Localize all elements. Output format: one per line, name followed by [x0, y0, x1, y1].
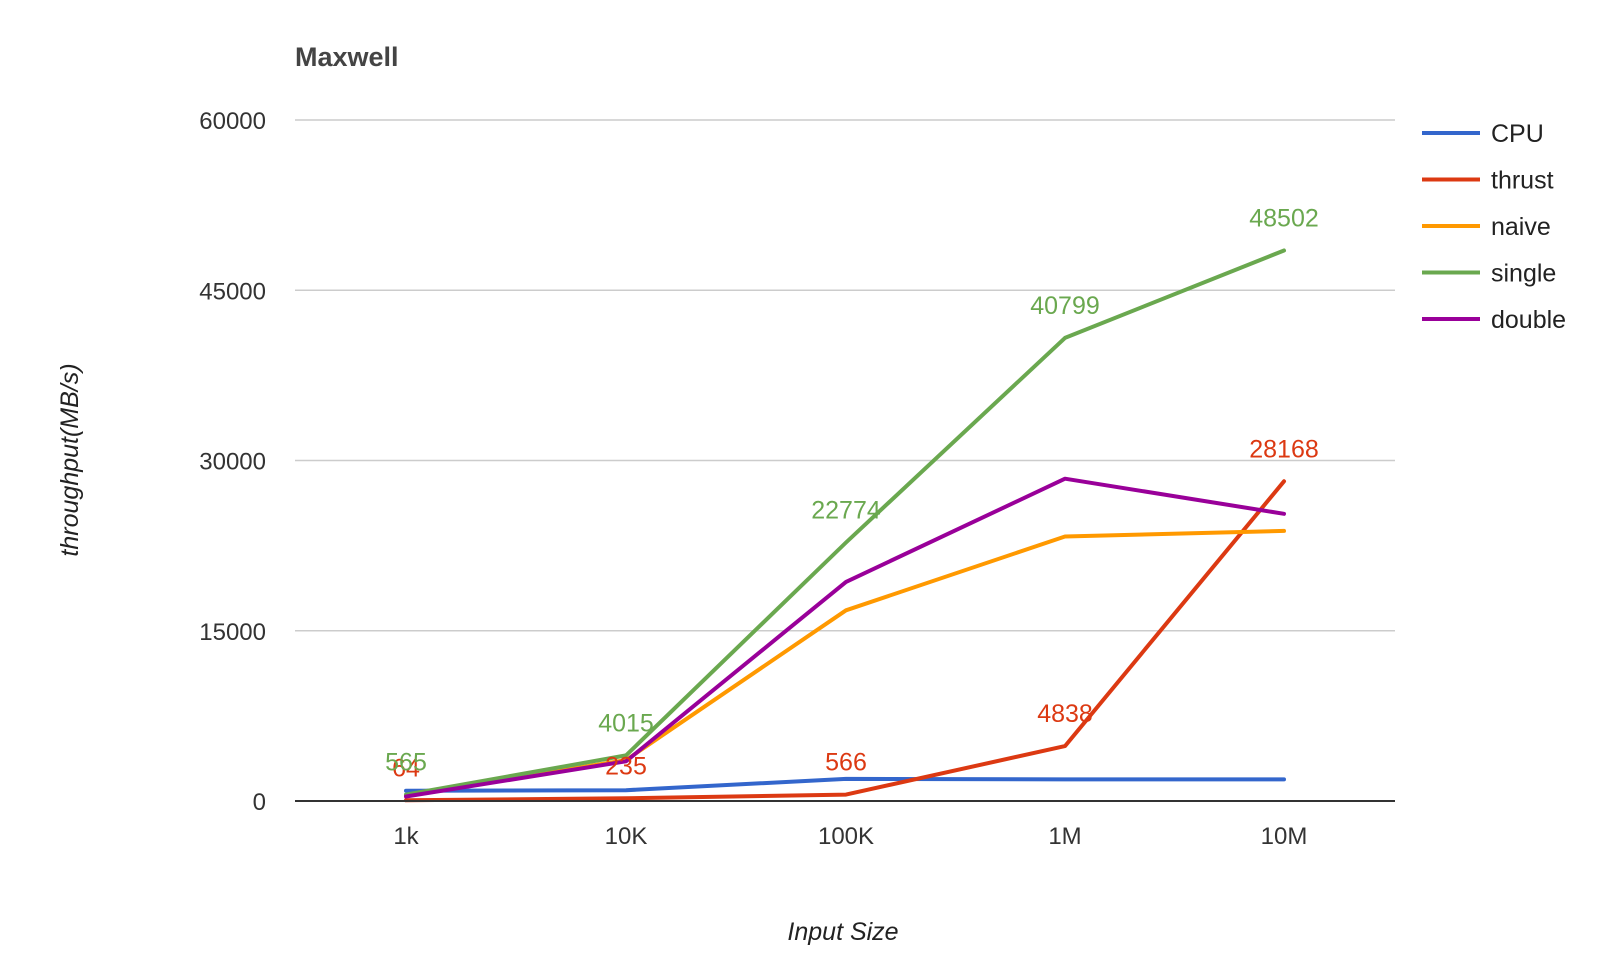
- legend-item-naive[interactable]: naive: [1422, 213, 1551, 241]
- y-tick-label: 15000: [199, 619, 266, 646]
- y-tick-label: 45000: [199, 278, 266, 305]
- data-label-single: 22774: [811, 497, 881, 525]
- data-label-thrust: 4838: [1037, 700, 1093, 728]
- series-layer: [406, 250, 1284, 800]
- data-label-thrust: 235: [605, 752, 647, 780]
- grid-layer: [295, 120, 1395, 631]
- legend-item-double[interactable]: double: [1422, 306, 1566, 334]
- y-tick-label: 0: [253, 789, 266, 816]
- x-tick-label: 1k: [393, 823, 419, 850]
- y-tick-label: 30000: [199, 449, 266, 476]
- series-line-CPU: [406, 779, 1284, 791]
- legend-label: CPU: [1491, 120, 1544, 148]
- data-label-single: 565: [385, 749, 427, 777]
- legend-label: naive: [1491, 213, 1551, 241]
- legend-label: single: [1491, 260, 1556, 288]
- x-axis-title: Input Size: [787, 918, 898, 946]
- data-label-single: 40799: [1030, 292, 1100, 320]
- data-label-single: 48502: [1249, 205, 1319, 233]
- legend-item-single[interactable]: single: [1422, 260, 1556, 288]
- chart-title: Maxwell: [295, 42, 399, 72]
- legend-item-CPU[interactable]: CPU: [1422, 120, 1544, 148]
- x-tick-label: 10M: [1261, 823, 1308, 850]
- x-tick-label: 10K: [605, 823, 648, 850]
- x-tick-label: 1M: [1048, 823, 1081, 850]
- data-label-thrust: 28168: [1249, 435, 1319, 463]
- data-label-thrust: 566: [825, 749, 867, 777]
- data-label-single: 4015: [598, 709, 654, 737]
- y-axis-title: throughput(MB/s): [56, 363, 84, 556]
- legend: CPU thrust naive single double: [1422, 120, 1566, 334]
- y-tick-label: 60000: [199, 108, 266, 135]
- legend-item-thrust[interactable]: thrust: [1422, 167, 1554, 195]
- x-tick-label: 100K: [818, 823, 874, 850]
- legend-label: double: [1491, 306, 1566, 334]
- axis-layer: 0 15000 30000 45000 60000 1k 10K 100K 1M 10M: [199, 108, 1395, 850]
- legend-label: thrust: [1491, 167, 1554, 195]
